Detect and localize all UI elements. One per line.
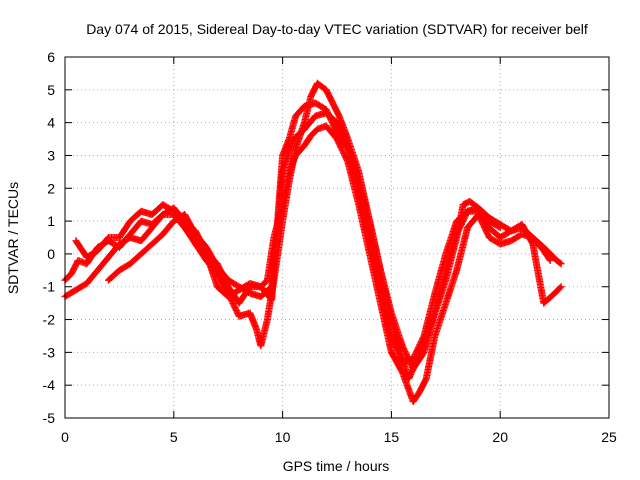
x-tick-label: 10 xyxy=(275,429,291,445)
x-tick-label: 15 xyxy=(384,429,400,445)
series-trace-b xyxy=(61,122,554,406)
plot-frame xyxy=(64,56,610,419)
y-tick-label: -4 xyxy=(43,377,56,393)
grid-layer xyxy=(65,57,609,418)
y-axis-label: SDTVAR / TECUs xyxy=(5,182,21,294)
y-tick-label: -5 xyxy=(43,410,56,426)
y-tick-label: 4 xyxy=(47,115,55,131)
series-trace-d xyxy=(105,109,565,373)
ticks-layer: 0 5 10 15 20 25 -5 -4 -3 -2 -1 0 1 2 3 4 5 6 xyxy=(43,49,617,445)
x-tick-label: 25 xyxy=(601,429,617,445)
data-point xyxy=(556,259,564,267)
x-tick-label: 0 xyxy=(61,429,69,445)
y-tick-label: -2 xyxy=(43,312,56,328)
y-tick-label: -1 xyxy=(43,279,56,295)
data-points xyxy=(61,79,565,406)
y-tick-label: 1 xyxy=(47,213,55,229)
y-tick-label: 6 xyxy=(47,49,55,65)
data-point xyxy=(545,255,553,263)
data-point xyxy=(546,256,554,264)
y-tick-label: -3 xyxy=(43,344,56,360)
data-point xyxy=(556,284,564,292)
y-tick-label: 0 xyxy=(47,246,55,262)
y-tick-label: 5 xyxy=(47,82,55,98)
data-point xyxy=(557,283,565,291)
chart-title: Day 074 of 2015, Sidereal Day-to-day VTE… xyxy=(86,21,588,37)
data-point xyxy=(557,260,565,268)
x-tick-label: 5 xyxy=(170,429,178,445)
x-axis-label: GPS time / hours xyxy=(283,458,390,474)
y-tick-label: 3 xyxy=(47,147,55,163)
y-tick-label: 2 xyxy=(47,180,55,196)
x-tick-label: 20 xyxy=(492,429,508,445)
